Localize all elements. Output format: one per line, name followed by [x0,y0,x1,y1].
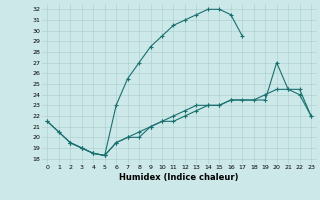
X-axis label: Humidex (Indice chaleur): Humidex (Indice chaleur) [119,173,239,182]
